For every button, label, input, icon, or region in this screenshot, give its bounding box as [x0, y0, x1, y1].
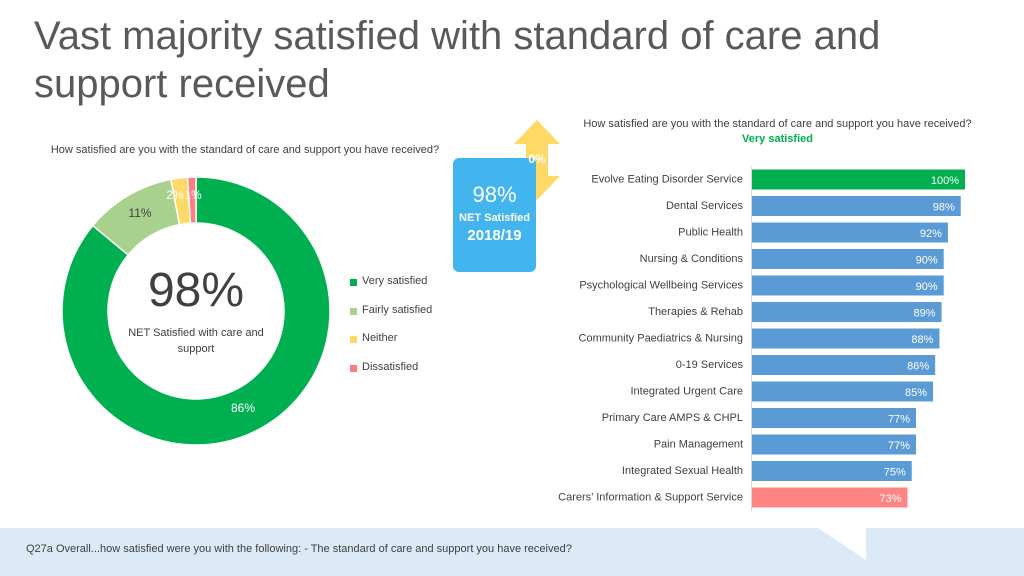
legend-label: Neither [362, 332, 398, 344]
bar [752, 487, 908, 508]
bar-data-label: 85% [905, 387, 927, 399]
legend-label: Fairly satisfied [362, 303, 433, 316]
bar-category-label: Dental Services [666, 200, 744, 212]
change-value: 0% [528, 152, 546, 166]
bar-data-label: 92% [920, 228, 942, 240]
footer-question: Q27a Overall...how satisfied were you wi… [26, 543, 572, 555]
donut-center-label: NET Satisfied with care and support [128, 327, 264, 355]
bar [752, 196, 961, 216]
legend-swatch [350, 307, 357, 315]
bar-category-label: Primary Care AMPS & CHPL [602, 412, 743, 424]
bar-data-label: 75% [884, 467, 906, 479]
bar [752, 434, 917, 455]
donut-data-label: 1% [184, 188, 202, 202]
net-satisfied-box: 98% NET Satisfied 2018/19 [453, 158, 536, 272]
bar-question-text: How satisfied are you with the standard … [583, 118, 972, 130]
bar-question: How satisfied are you with the standard … [580, 117, 975, 147]
bar [752, 328, 940, 349]
bar-category-label: Carers’ Information & Support Service [558, 492, 743, 504]
bar [752, 275, 944, 296]
net-label: NET Satisfied [459, 212, 530, 224]
legend-swatch [350, 279, 357, 286]
bar [752, 302, 942, 322]
bar-category-label: 0-19 Services [676, 359, 744, 371]
legend-item-neither: Neither [350, 332, 432, 361]
donut-slice-dissatisfied [186, 176, 197, 224]
legend-item-fairly-satisfied: Fairly satisfied [350, 304, 432, 333]
bar-category-label: Therapies & Rehab [648, 306, 743, 318]
legend-swatch [350, 364, 357, 372]
bar [752, 408, 917, 428]
page-title: Vast majority satisfied with standard of… [34, 14, 881, 106]
bar-data-label: 90% [916, 281, 938, 293]
bar-data-label: 89% [914, 308, 936, 320]
bar [752, 355, 936, 375]
bar-data-label: 88% [911, 334, 933, 346]
bar-category-label: Integrated Sexual Health [622, 465, 743, 477]
bar-category-label: Community Paediatrics & Nursing [579, 333, 743, 345]
donut-data-label: 11% [128, 206, 151, 220]
bar-data-label: 73% [879, 493, 901, 505]
legend-swatch [350, 336, 357, 343]
bar-category-label: Psychological Wellbeing Services [579, 280, 743, 292]
bar [752, 381, 934, 402]
donut-legend: Very satisfied Fairly satisfied Neither … [350, 275, 432, 389]
donut-data-label: 86% [231, 401, 255, 415]
bar-data-label: 90% [916, 255, 938, 267]
bar-category-label: Integrated Urgent Care [630, 386, 743, 398]
bar [752, 169, 965, 190]
bar-data-label: 77% [888, 414, 910, 426]
bar-question-highlight: Very satisfied [742, 133, 813, 145]
bar-category-label: Public Health [678, 227, 743, 239]
net-value: 98% [472, 182, 517, 207]
bar [752, 461, 912, 481]
donut-slice-very-satisfied [61, 176, 331, 446]
bar-data-label: 100% [931, 175, 959, 187]
bar-data-label: 86% [907, 361, 929, 373]
legend-label: Dissatisfied [362, 360, 419, 373]
bar [752, 222, 948, 243]
bar-data-label: 77% [888, 440, 910, 452]
legend-item-dissatisfied: Dissatisfied [350, 361, 432, 390]
bar-category-label: Nursing & Conditions [640, 253, 744, 265]
net-year: 2018/19 [467, 227, 522, 244]
legend-label: Very satisfied [362, 275, 428, 287]
bar-category-label: Pain Management [654, 439, 743, 451]
donut-center-value: 98% [147, 264, 245, 317]
legend-item-very-satisfied: Very satisfied [350, 275, 432, 304]
donut-question: How satisfied are you with the standard … [50, 144, 440, 156]
bar-data-label: 98% [933, 202, 955, 214]
donut-data-label: 2% [166, 188, 184, 202]
bar-category-label: Evolve Eating Disorder Service [591, 174, 743, 186]
bar [752, 249, 944, 269]
